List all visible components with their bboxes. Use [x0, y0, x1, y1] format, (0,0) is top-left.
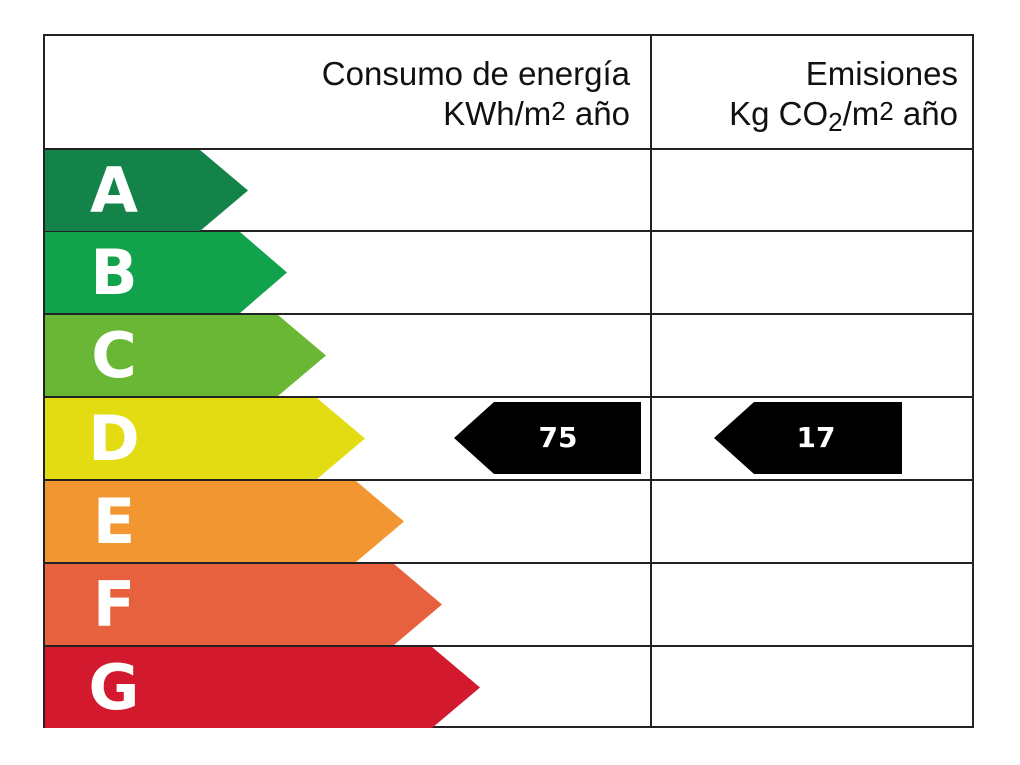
- class-letter-b: B: [90, 236, 140, 309]
- consumo-indicator-shape: [454, 402, 641, 474]
- row-divider: [43, 396, 974, 398]
- row-divider: [43, 479, 974, 481]
- consumo-indicator: [454, 402, 642, 474]
- emisiones-unit-sub: 2: [828, 107, 843, 137]
- class-arrow-shape-a: [45, 150, 248, 231]
- row-divider: [43, 230, 974, 232]
- row-divider: [43, 313, 974, 315]
- consumo-header: Consumo de energía KWh/m2 año: [200, 54, 630, 136]
- class-arrow-e: [45, 481, 410, 562]
- class-letter-d: D: [88, 402, 142, 475]
- row-divider: [43, 148, 974, 150]
- consumo-value: 75: [538, 421, 578, 454]
- emisiones-unit-pre: Kg CO: [729, 95, 829, 132]
- emisiones-title: Emisiones: [805, 55, 958, 92]
- class-arrow-shape-d: [45, 398, 365, 479]
- class-letter-e: E: [92, 485, 138, 558]
- class-arrow-c: [45, 315, 330, 396]
- row-divider: [43, 562, 974, 564]
- emisiones-indicator-shape: [714, 402, 902, 474]
- consumo-unit-pre: KWh/m: [443, 95, 552, 132]
- emisiones-unit-mid: /m: [842, 95, 880, 132]
- class-letter-a: A: [90, 154, 140, 227]
- emisiones-indicator: [714, 402, 904, 474]
- class-arrow-f: [45, 564, 450, 645]
- consumo-unit-post: año: [565, 95, 630, 132]
- consumo-unit-sup: 2: [551, 96, 566, 126]
- column-divider: [650, 34, 652, 728]
- consumo-title: Consumo de energía: [321, 55, 630, 92]
- emisiones-unit-sup: 2: [879, 96, 894, 126]
- row-divider: [43, 645, 974, 647]
- class-arrow-g: [45, 647, 485, 728]
- class-arrow-shape-e: [45, 481, 404, 562]
- consumo-unit: KWh/m2 año: [200, 94, 630, 136]
- class-arrow-shape-b: [45, 232, 287, 313]
- class-arrow-a: [45, 150, 250, 231]
- class-arrow-shape-f: [45, 564, 442, 645]
- emisiones-unit-post: año: [893, 95, 958, 132]
- class-letter-f: F: [92, 568, 138, 641]
- emisiones-unit: Kg CO2/m2 año: [660, 94, 958, 137]
- class-letter-g: G: [88, 651, 142, 724]
- emisiones-value: 17: [796, 421, 836, 454]
- class-arrow-b: [45, 232, 290, 313]
- class-arrow-shape-g: [45, 647, 480, 728]
- class-letter-c: C: [91, 319, 139, 392]
- class-arrow-shape-c: [45, 315, 326, 396]
- emisiones-header: Emisiones Kg CO2/m2 año: [660, 54, 958, 137]
- class-arrow-d: [45, 398, 370, 479]
